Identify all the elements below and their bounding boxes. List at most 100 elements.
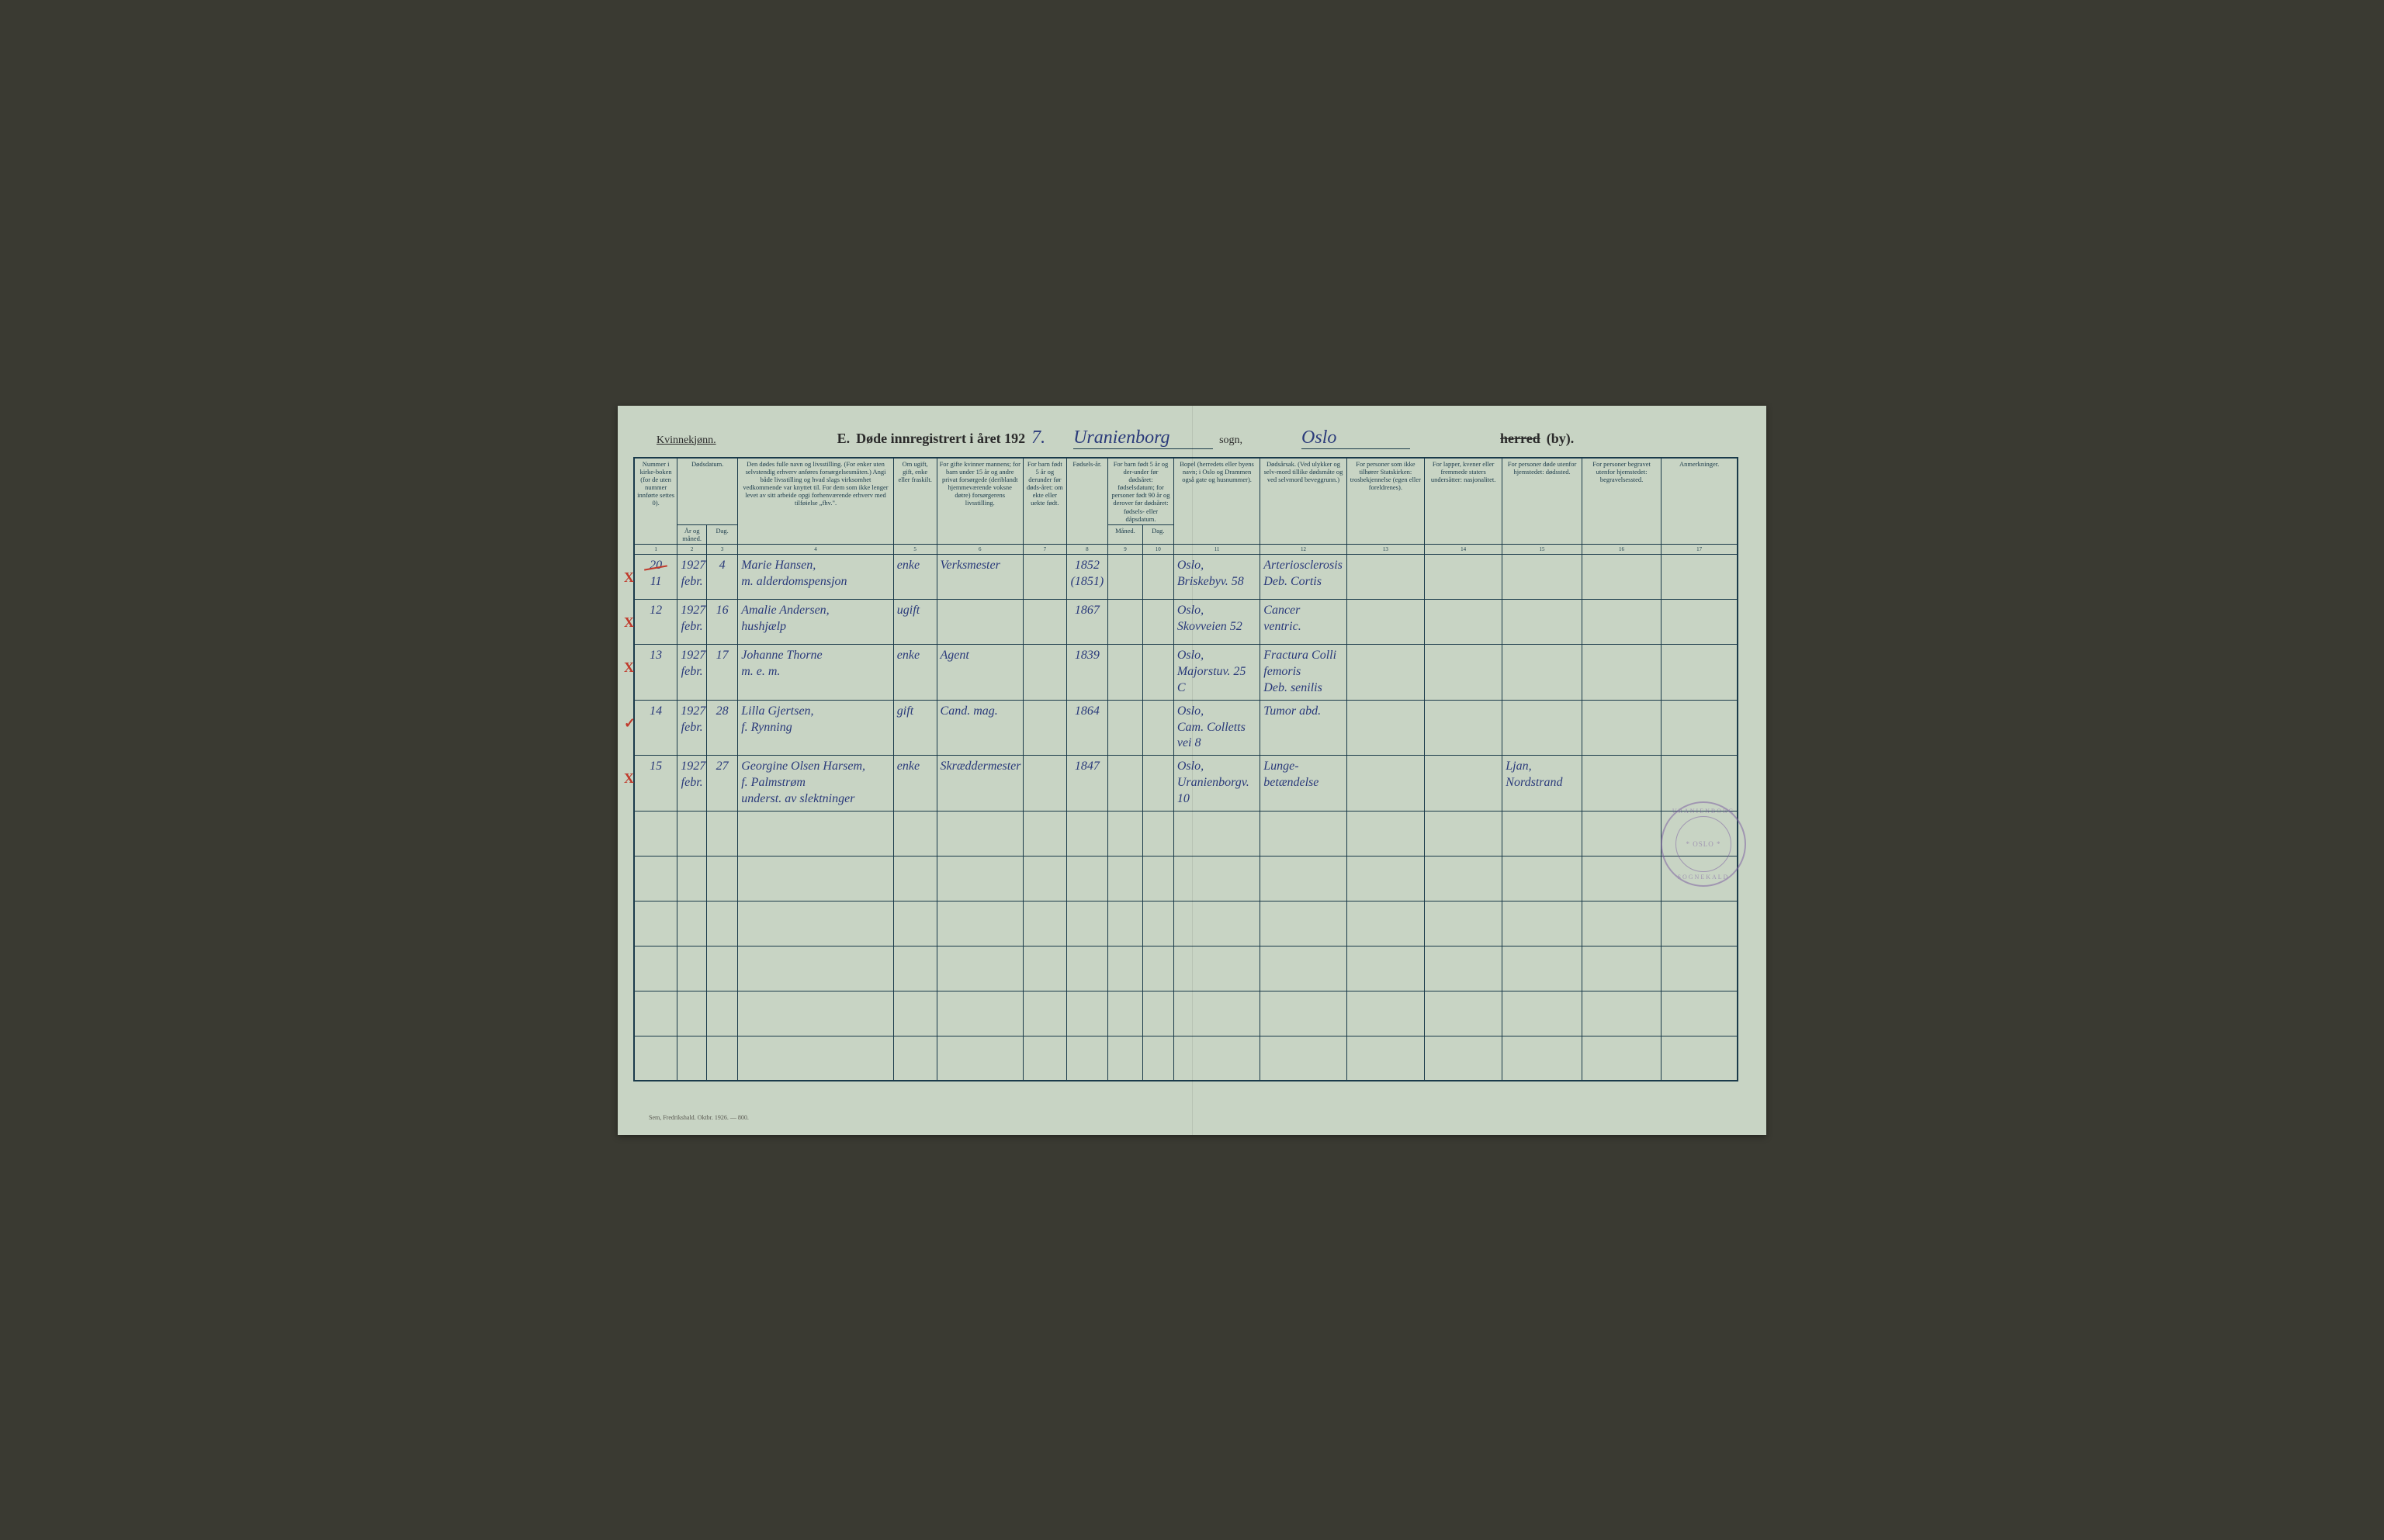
cell — [1425, 756, 1502, 811]
cell — [1502, 600, 1582, 645]
cell — [1582, 600, 1662, 645]
column-number: 1 — [634, 545, 677, 555]
cell-blank — [677, 811, 707, 856]
cell — [1502, 555, 1582, 600]
cell-blank — [1066, 811, 1107, 856]
cell-blank — [634, 856, 677, 901]
cell — [1142, 756, 1173, 811]
cell-blank — [1260, 991, 1346, 1036]
column-number: 3 — [707, 545, 738, 555]
cell — [1582, 555, 1662, 600]
cell: 1864 — [1066, 700, 1107, 755]
table-row: ✓141927febr.28Lilla Gjertsen,f. Rynningg… — [634, 700, 1738, 755]
cell-blank — [1173, 856, 1260, 901]
cell-blank — [1066, 901, 1107, 946]
cell-blank — [893, 901, 937, 946]
cell: 28 — [707, 700, 738, 755]
cell-blank — [1346, 991, 1424, 1036]
column-number: 16 — [1582, 545, 1662, 555]
col-header: For personer begravet utenfor hjemstedet… — [1582, 458, 1662, 545]
cell: Georgine Olsen Harsem,f. Palmstrømunders… — [738, 756, 894, 811]
cell-blank — [738, 991, 894, 1036]
cell — [1023, 555, 1066, 600]
table-row: X131927febr.17Johanne Thornem. e. m.enke… — [634, 645, 1738, 700]
cell-blank — [1023, 1036, 1066, 1081]
cell-blank — [893, 811, 937, 856]
cell: Johanne Thornem. e. m. — [738, 645, 894, 700]
cell-blank — [1582, 856, 1662, 901]
cell — [1425, 555, 1502, 600]
cell-blank — [1662, 1036, 1738, 1081]
column-number: 9 — [1108, 545, 1143, 555]
stamp-text-bottom: SOGNEKALD — [1678, 874, 1730, 881]
cell-blank — [1662, 946, 1738, 991]
red-mark: X — [624, 770, 634, 787]
col-header: Nummer i kirke-boken (for de uten nummer… — [634, 458, 677, 545]
cell — [1023, 645, 1066, 700]
cell-blank — [937, 811, 1023, 856]
cell-blank — [1173, 946, 1260, 991]
cell-blank — [634, 811, 677, 856]
cell-blank — [1142, 991, 1173, 1036]
red-mark: X — [624, 659, 634, 677]
cell-blank — [1260, 901, 1346, 946]
cell-blank — [1108, 1036, 1143, 1081]
cell: Fractura CollifemorisDeb. senilis — [1260, 645, 1346, 700]
ledger-page: Kvinnekjønn. E. Døde innregistrert i åre… — [618, 406, 1766, 1135]
cell: 1852(1851) — [1066, 555, 1107, 600]
cell: Cancerventric. — [1260, 600, 1346, 645]
cell — [1582, 756, 1662, 811]
cell — [1023, 600, 1066, 645]
cell — [1662, 645, 1738, 700]
cell — [1023, 756, 1066, 811]
cell-blank — [893, 946, 937, 991]
cell: 1867 — [1066, 600, 1107, 645]
cell: Oslo,Skovveien 52 — [1173, 600, 1260, 645]
column-number: 17 — [1662, 545, 1738, 555]
cell: Skræddermester — [937, 756, 1023, 811]
cell: enke — [893, 756, 937, 811]
cell — [937, 600, 1023, 645]
cell-blank — [1142, 901, 1173, 946]
cell — [1582, 645, 1662, 700]
cell-blank — [1582, 946, 1662, 991]
cell — [1346, 555, 1424, 600]
cell-blank — [1425, 946, 1502, 991]
crossed-number: 20 — [638, 558, 674, 574]
cell — [1425, 645, 1502, 700]
cell-blank — [1108, 856, 1143, 901]
cell-blank — [707, 811, 738, 856]
cell-blank — [1260, 1036, 1346, 1081]
cell — [1502, 700, 1582, 755]
col-header-group: For barn født 5 år og der-under før døds… — [1108, 458, 1174, 525]
cell-blank — [1066, 1036, 1107, 1081]
column-number: 11 — [1173, 545, 1260, 555]
table-head: Nummer i kirke-boken (for de uten nummer… — [634, 458, 1738, 555]
cell: X15 — [634, 756, 677, 811]
cell: 27 — [707, 756, 738, 811]
cell: 1847 — [1066, 756, 1107, 811]
cell-blank — [738, 946, 894, 991]
cell: 1927febr. — [677, 700, 707, 755]
cell-blank — [1260, 946, 1346, 991]
cell-blank — [1108, 901, 1143, 946]
cell — [1142, 700, 1173, 755]
entry-number: 14 — [638, 704, 674, 720]
cell — [1662, 555, 1738, 600]
cell-blank — [1425, 856, 1502, 901]
cell-blank — [677, 856, 707, 901]
cell-blank — [1502, 1036, 1582, 1081]
cell-blank — [1023, 901, 1066, 946]
cell: 17 — [707, 645, 738, 700]
parish-label: sogn, — [1219, 434, 1242, 447]
cell-blank — [893, 991, 937, 1036]
section-letter: E. — [837, 431, 851, 447]
cell-blank — [1582, 901, 1662, 946]
cell-blank — [1346, 1036, 1424, 1081]
cell — [1502, 645, 1582, 700]
cell: X2011 — [634, 555, 677, 600]
cell — [1023, 700, 1066, 755]
cell-blank — [1582, 991, 1662, 1036]
cell: ArteriosclerosisDeb. Cortis — [1260, 555, 1346, 600]
cell-blank — [1425, 991, 1502, 1036]
